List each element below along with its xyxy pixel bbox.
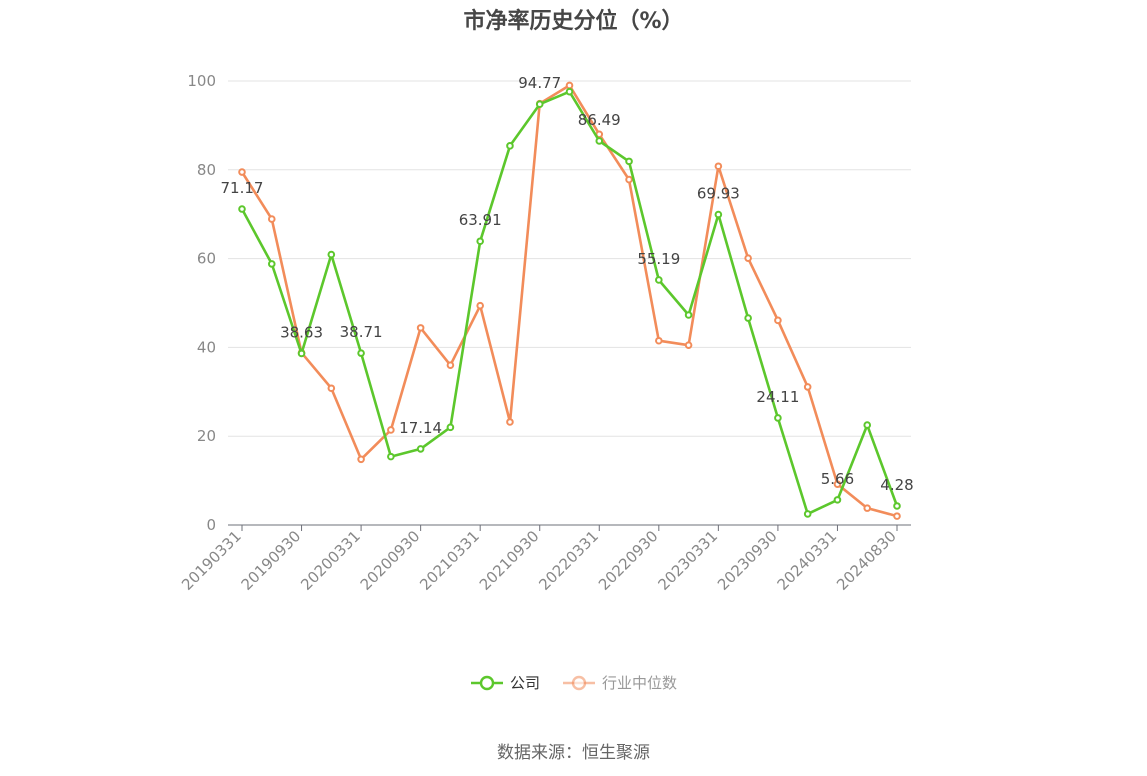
x-tick-label: 20220930 (595, 527, 662, 594)
x-tick-label: 20240331 (774, 527, 841, 594)
data-point[interactable] (803, 510, 812, 518)
data-point[interactable] (387, 452, 395, 461)
data-point[interactable] (506, 418, 514, 426)
data-point[interactable] (267, 215, 276, 223)
data-point[interactable] (655, 336, 663, 345)
y-tick-label: 80 (197, 161, 216, 179)
data-point[interactable] (327, 250, 336, 259)
x-tick-label: 20220331 (535, 527, 602, 594)
data-label: 38.63 (280, 323, 323, 341)
y-tick-label: 0 (206, 516, 216, 534)
data-point[interactable] (416, 324, 425, 332)
x-tick-label: 20240830 (833, 527, 900, 594)
x-tick-label: 20190930 (238, 527, 305, 594)
chart-title: 市净率历史分位（%） (463, 9, 684, 34)
series-lines (238, 81, 901, 520)
data-point[interactable] (535, 100, 544, 109)
data-label: 63.91 (459, 211, 502, 229)
data-point[interactable] (744, 314, 752, 322)
legend-item-1[interactable]: 行业中位数 (562, 672, 677, 693)
data-point[interactable] (744, 254, 752, 262)
data-point[interactable] (238, 205, 246, 213)
x-tick-label: 20200331 (297, 527, 364, 594)
y-tick-label: 20 (197, 427, 216, 445)
x-tick-label: 20230930 (714, 527, 781, 594)
x-tick-label: 20210331 (416, 527, 483, 594)
data-label: 55.19 (637, 250, 680, 268)
y-tick-label: 100 (187, 72, 216, 90)
legend-swatch-icon (563, 675, 595, 690)
data-label: 38.71 (340, 323, 383, 341)
data-point[interactable] (565, 87, 574, 96)
legend: 公司 行业中位数 (0, 672, 1147, 693)
data-point[interactable] (893, 502, 901, 510)
data-point[interactable] (446, 361, 455, 369)
data-point[interactable] (774, 414, 782, 422)
data-point[interactable] (357, 455, 365, 464)
legend-item-0[interactable]: 公司 (470, 672, 540, 693)
data-point[interactable] (297, 349, 306, 358)
data-point[interactable] (714, 162, 723, 171)
series-line-1 (240, 84, 898, 518)
data-source: 数据来源：恒生聚源 (497, 743, 650, 763)
data-point[interactable] (714, 210, 723, 219)
data-point[interactable] (506, 142, 514, 150)
data-label: 71.17 (221, 179, 264, 197)
data-point[interactable] (387, 426, 395, 434)
data-point[interactable] (476, 237, 484, 246)
data-point[interactable] (803, 383, 812, 391)
x-tick-label: 20230331 (654, 527, 721, 594)
data-label: 94.77 (518, 74, 561, 92)
legend-label: 公司 (509, 674, 540, 692)
data-labels: 71.17 38.63 38.71 17.14 63.91 94.77 86.49 55.19… (221, 74, 914, 494)
data-point[interactable] (833, 496, 842, 504)
data-label: 4.28 (880, 476, 913, 494)
y-tick-label: 60 (197, 250, 216, 268)
data-label: 86.49 (578, 111, 621, 129)
data-point[interactable] (893, 512, 901, 520)
data-point[interactable] (863, 421, 872, 429)
data-point[interactable] (774, 316, 782, 325)
data-label: 69.93 (697, 185, 740, 203)
legend-label: 行业中位数 (602, 674, 678, 692)
data-point[interactable] (625, 157, 633, 166)
data-label: 24.11 (756, 388, 799, 406)
data-label: 5.66 (821, 470, 854, 488)
x-tick-label: 20200930 (357, 527, 424, 594)
grid-lines (228, 80, 911, 437)
x-tick-label: 20210930 (476, 527, 543, 594)
data-point[interactable] (267, 260, 276, 268)
data-point[interactable] (565, 81, 574, 90)
data-point[interactable] (595, 137, 604, 145)
data-point[interactable] (446, 423, 455, 432)
x-tick-label: 20190331 (178, 527, 245, 594)
data-point[interactable] (476, 301, 484, 310)
data-point[interactable] (833, 480, 842, 488)
y-tick-label: 40 (197, 338, 216, 356)
data-point[interactable] (327, 384, 336, 393)
series-line-0 (240, 90, 899, 516)
data-point[interactable] (416, 445, 425, 453)
data-point[interactable] (238, 168, 246, 176)
data-point[interactable] (863, 504, 872, 512)
data-point[interactable] (655, 276, 663, 284)
data-label: 17.14 (399, 419, 442, 437)
data-point[interactable] (684, 341, 693, 349)
data-point[interactable] (357, 349, 365, 357)
legend-swatch-icon (470, 675, 503, 690)
data-point[interactable] (625, 175, 633, 184)
data-point[interactable] (684, 311, 693, 319)
